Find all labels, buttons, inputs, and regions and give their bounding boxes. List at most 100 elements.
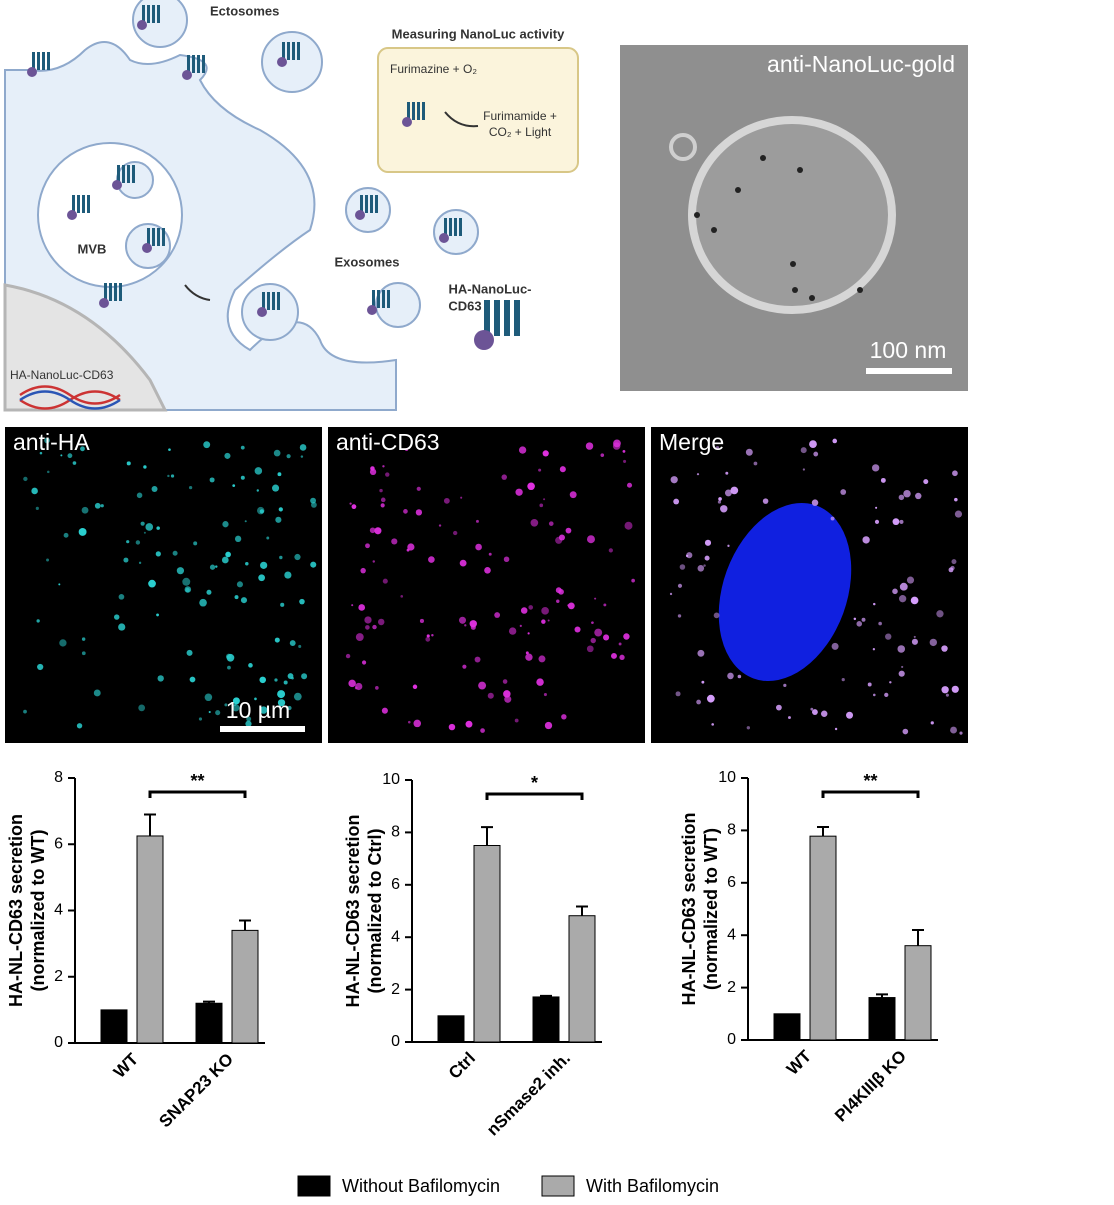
puncta: [351, 604, 354, 607]
puncta: [677, 614, 682, 618]
puncta: [118, 593, 125, 600]
puncta: [787, 716, 791, 720]
em-vesicle: [688, 116, 896, 314]
puncta: [274, 637, 280, 643]
protein: [32, 52, 35, 70]
bar: [473, 845, 501, 1043]
y-tick-label: 10: [718, 769, 736, 786]
puncta: [294, 553, 301, 561]
puncta: [93, 689, 101, 697]
scale-bar: [866, 368, 952, 374]
puncta: [899, 582, 908, 591]
puncta: [380, 497, 386, 503]
protein: [262, 292, 265, 310]
puncta: [954, 497, 958, 502]
puncta: [727, 672, 734, 680]
error-bar: [912, 928, 924, 946]
scale-bar: [220, 726, 305, 732]
puncta: [283, 680, 288, 685]
panel-label: anti-CD63: [336, 429, 440, 455]
puncta: [929, 638, 938, 647]
puncta: [465, 720, 473, 728]
puncta: [776, 704, 782, 711]
puncta: [480, 728, 485, 733]
puncta: [673, 498, 680, 505]
em-vesicle: [669, 133, 697, 161]
puncta: [618, 642, 622, 646]
protein: [122, 165, 125, 183]
puncta: [556, 599, 560, 603]
protein: [152, 228, 155, 246]
puncta: [419, 618, 425, 624]
protein: [444, 218, 447, 236]
puncta: [63, 532, 69, 538]
protein: [494, 300, 500, 336]
y-tick-label: 4: [391, 928, 400, 945]
nanoluc: [137, 20, 147, 30]
puncta: [811, 499, 819, 506]
puncta: [355, 682, 363, 691]
puncta: [525, 651, 529, 655]
y-tick-label: 2: [727, 979, 736, 996]
puncta: [696, 473, 700, 476]
puncta: [232, 484, 236, 487]
protein: [192, 55, 195, 73]
puncta: [157, 675, 164, 682]
puncta: [902, 728, 909, 735]
puncta: [240, 597, 248, 604]
puncta: [369, 527, 376, 534]
puncta: [711, 723, 714, 726]
protein: [382, 290, 385, 308]
puncta: [872, 693, 876, 697]
puncta: [737, 674, 742, 679]
puncta: [600, 453, 605, 457]
puncta: [199, 598, 207, 607]
puncta: [898, 595, 907, 603]
protein: [77, 195, 80, 213]
puncta: [670, 476, 678, 484]
puncta: [810, 707, 814, 711]
bar: [773, 1013, 801, 1041]
puncta: [257, 506, 265, 515]
assay-box: [377, 47, 579, 173]
puncta: [631, 578, 635, 583]
label: Measuring NanoLuc activity: [392, 26, 565, 41]
puncta: [358, 604, 366, 611]
protein: [267, 292, 270, 310]
y-tick-label: 8: [54, 769, 63, 786]
protein: [287, 42, 290, 60]
y-axis-label: (normalized to Ctrl): [365, 828, 385, 993]
puncta: [382, 578, 388, 584]
puncta: [800, 447, 807, 454]
puncta: [80, 446, 85, 452]
puncta: [186, 649, 193, 656]
puncta: [382, 465, 385, 468]
micrograph: [5, 427, 322, 743]
puncta: [559, 466, 566, 473]
puncta: [380, 503, 385, 508]
puncta: [941, 686, 949, 694]
puncta: [47, 470, 50, 474]
puncta: [215, 710, 221, 716]
puncta: [612, 442, 621, 450]
puncta: [415, 509, 423, 516]
puncta: [458, 616, 467, 624]
puncta: [438, 524, 442, 527]
puncta: [520, 607, 528, 614]
puncta: [215, 565, 218, 568]
puncta: [539, 503, 544, 508]
puncta: [586, 535, 595, 544]
puncta: [244, 520, 247, 523]
bar: [532, 996, 560, 1043]
puncta: [753, 461, 758, 466]
puncta: [862, 536, 870, 544]
puncta: [278, 507, 283, 512]
puncta: [138, 561, 142, 565]
puncta: [561, 714, 567, 720]
puncta: [391, 538, 398, 545]
significance-bracket: [148, 790, 247, 798]
puncta: [31, 487, 38, 495]
puncta: [204, 693, 213, 702]
puncta: [224, 703, 228, 707]
puncta: [591, 621, 594, 625]
